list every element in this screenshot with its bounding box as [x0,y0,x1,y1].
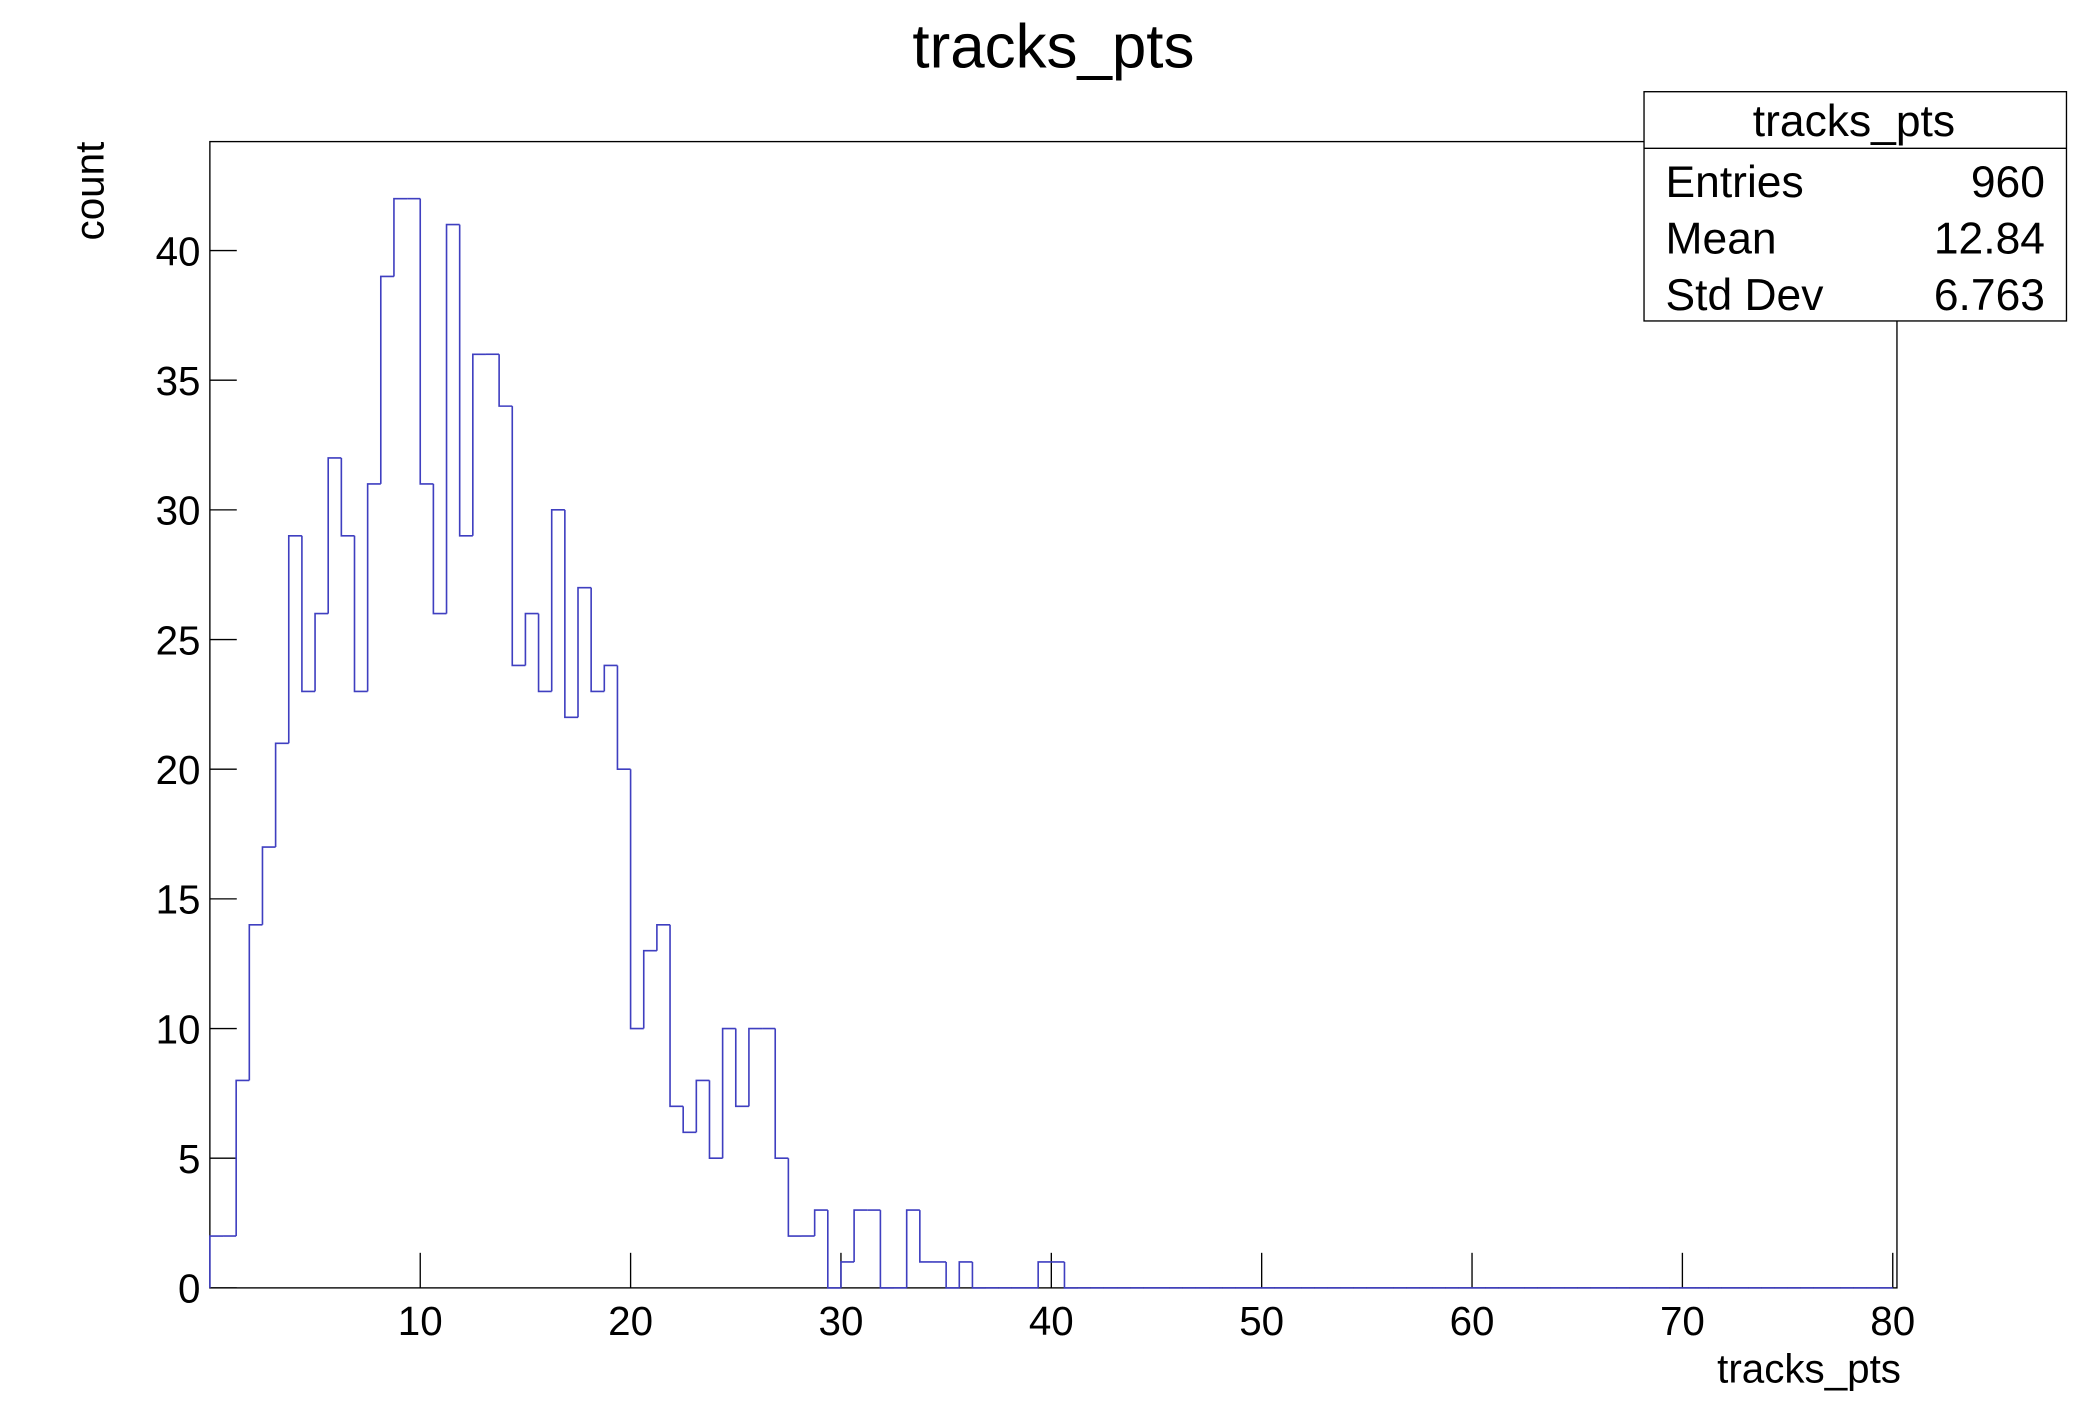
x-tick-label: 50 [1239,1298,1284,1344]
x-tick-label: 80 [1870,1298,1915,1344]
histogram-bin [774,1028,789,1160]
histogram-bin [340,457,355,537]
stats-frame [1643,91,2068,322]
histogram-bin [458,224,473,537]
histogram-bin [919,1210,933,1263]
histogram-bin [721,1027,736,1159]
x-axis-label: tracks_pts [1717,1345,1901,1391]
x-tick-label: 60 [1450,1298,1495,1344]
histogram-bin [537,613,552,693]
histogram-bin [748,1027,763,1107]
histogram-bin [695,1079,710,1133]
histogram-bin [314,612,329,692]
histogram-bin [1063,1261,1078,1289]
plot-frame [209,140,1898,1289]
histogram-bin [958,1261,973,1288]
histogram-bin [274,742,289,848]
histogram-bin [840,1261,855,1288]
histogram-bin [945,1261,960,1289]
y-tick-label: 40 [156,228,201,274]
histogram-bin [1037,1261,1052,1288]
histogram-bin [472,353,486,536]
y-tick-label: 5 [178,1136,200,1182]
histogram-bin [564,509,579,719]
histogram-bin [419,198,434,485]
stats-label: Mean [1666,214,1777,263]
y-axis-label: count [67,142,113,241]
x-tick-label: 40 [1029,1298,1074,1344]
histogram-bin [787,1158,802,1237]
histogram-bin [498,354,513,407]
histogram-bin [682,1106,697,1134]
histogram-bin [642,949,657,1029]
histogram-bin [379,275,394,484]
chart-title: tracks_pts [912,12,1194,81]
histogram-bin [445,223,460,614]
y-tick-label: 35 [156,358,201,404]
histogram-bin [603,664,618,692]
histogram-bin [656,923,671,951]
stats-value: 12.84 [1934,214,2045,263]
stats-value: 960 [1971,158,2045,207]
histogram-bin [708,1080,723,1160]
histogram-bin [590,587,605,693]
histogram-bin [577,586,592,718]
y-tick-label: 25 [156,617,201,663]
x-tick-label: 30 [819,1298,864,1344]
histogram-bin [209,1235,224,1288]
histogram-bin [905,1209,920,1288]
histogram-bin [261,846,276,925]
histogram-bin [287,534,302,744]
histogram-bin [366,483,381,692]
histogram-bin [353,535,368,693]
histogram-bin [432,483,447,615]
stats-box: tracks_pts Entries 960 Mean 12.84 Std Dev 6.7… [1643,91,2068,322]
histogram-bin [235,1079,250,1237]
stats-label: Std Dev [1666,271,1825,320]
y-tick-label: 30 [156,488,201,534]
stats-label: Entries [1666,158,1804,207]
histogram-bin [971,1261,986,1289]
x-tick-label: 20 [608,1298,653,1344]
histogram-bin [827,1210,841,1289]
histogram-bin [669,924,684,1108]
histogram-bin [813,1209,828,1237]
histogram-bin [524,612,539,666]
histogram-bin [616,665,631,771]
histogram-bin [734,1028,749,1108]
x-tick-label: 10 [398,1298,443,1344]
histogram-bin [879,1210,894,1289]
histogram-bin [853,1209,868,1262]
stats-value: 6.763 [1934,271,2045,320]
histogram-bin [248,923,263,1081]
x-tick-label: 70 [1660,1298,1705,1344]
histogram-bin [327,457,342,614]
histogram-bin [301,535,316,693]
histogram-bin [550,509,565,692]
y-tick-label: 15 [156,877,201,923]
histogram-bin [511,406,526,667]
stats-title: tracks_pts [1753,97,1955,146]
histogram-bin [393,197,408,277]
y-tick-label: 0 [178,1266,200,1312]
histogram-bin [629,769,644,1030]
y-tick-label: 20 [156,747,201,793]
y-tick-label: 10 [156,1006,201,1052]
